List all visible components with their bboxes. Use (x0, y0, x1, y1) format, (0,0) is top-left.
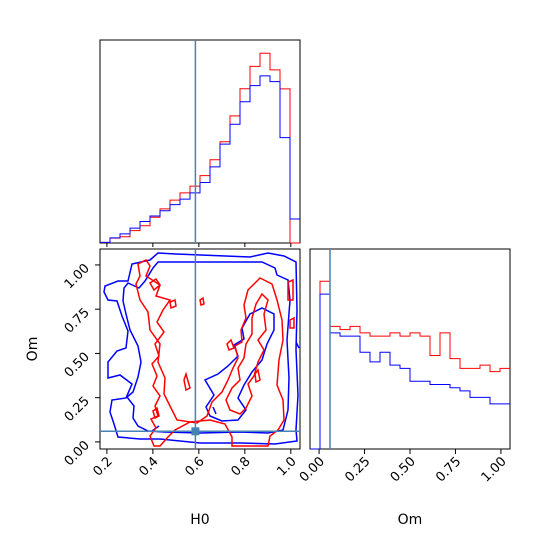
om-histograms (310, 249, 510, 450)
contour-red-island-8 (152, 406, 160, 420)
joint-contour-panel: 0.2 0.4 0.6 0.8 1.0 0.000.250.500.751.00 H0 … (25, 248, 301, 528)
y-axis-label-om: Om (25, 337, 41, 362)
h0-histograms (100, 40, 300, 244)
om-marginal-frame (309, 248, 511, 450)
h0-marginal-xticks (106, 243, 292, 247)
om-marginal-xticks: 0.00 0.25 0.50 0.75 1.00 (297, 449, 510, 485)
contour-blue-mark-3 (295, 341, 300, 349)
contour-blue-mark-2 (212, 406, 217, 415)
joint-xticks: 0.2 0.4 0.6 0.8 1.0 (90, 449, 300, 479)
contour-red-island-1 (149, 277, 161, 292)
om-xtick-label: 0.00 (297, 454, 328, 485)
joint-xtick-label: 1.0 (274, 454, 299, 479)
joint-truth-marker (191, 427, 200, 436)
contour-red-outer (135, 259, 285, 447)
x-axis-label-h0: H0 (190, 512, 209, 528)
hist-series-1 (100, 75, 300, 243)
contour-red-inner (225, 292, 269, 415)
om-xtick-label: 0.75 (433, 454, 464, 485)
joint-ytick-label: 0.50 (62, 350, 93, 381)
om-xtick-label: 0.25 (342, 454, 373, 485)
contour-red-island-2 (169, 298, 177, 310)
hist-series-0 (100, 52, 300, 244)
contour-red-island-3 (199, 296, 205, 306)
joint-truth-markers (100, 249, 300, 449)
joint-frame (99, 248, 301, 450)
om-marginal-panel: 0.00 0.25 0.50 0.75 1.00 Om (297, 248, 511, 528)
x-axis-label-om: Om (398, 512, 423, 528)
joint-ytick-label: 0.75 (62, 305, 93, 336)
contour-red-island-4 (226, 338, 235, 351)
hist-series-0 (310, 280, 510, 450)
contour-red-island-9 (183, 371, 191, 392)
joint-xtick-label: 0.6 (182, 454, 207, 479)
h0-marginal-frame (99, 39, 301, 244)
contour-red-island-6 (287, 278, 294, 301)
joint-xtick-label: 0.4 (136, 454, 161, 479)
h0-marginal-panel (99, 39, 301, 247)
joint-xtick-label: 0.2 (90, 454, 115, 479)
joint-ytick-label: 0.25 (62, 394, 93, 425)
contour-red-island-7 (289, 316, 295, 329)
hist-series-1 (310, 293, 510, 450)
joint-yticks: 0.00 0.25 0.50 0.75 1.00 (62, 261, 100, 469)
joint-ytick-label: 1.00 (62, 261, 93, 292)
joint-contours (103, 252, 300, 447)
om-xtick-label: 1.00 (479, 454, 510, 485)
contour-blue-outer (103, 252, 299, 445)
joint-xtick-label: 0.8 (228, 454, 253, 479)
om-xtick-label: 0.50 (388, 454, 419, 485)
joint-ytick-label: 0.00 (62, 438, 93, 469)
contour-red-island-5 (254, 368, 261, 384)
